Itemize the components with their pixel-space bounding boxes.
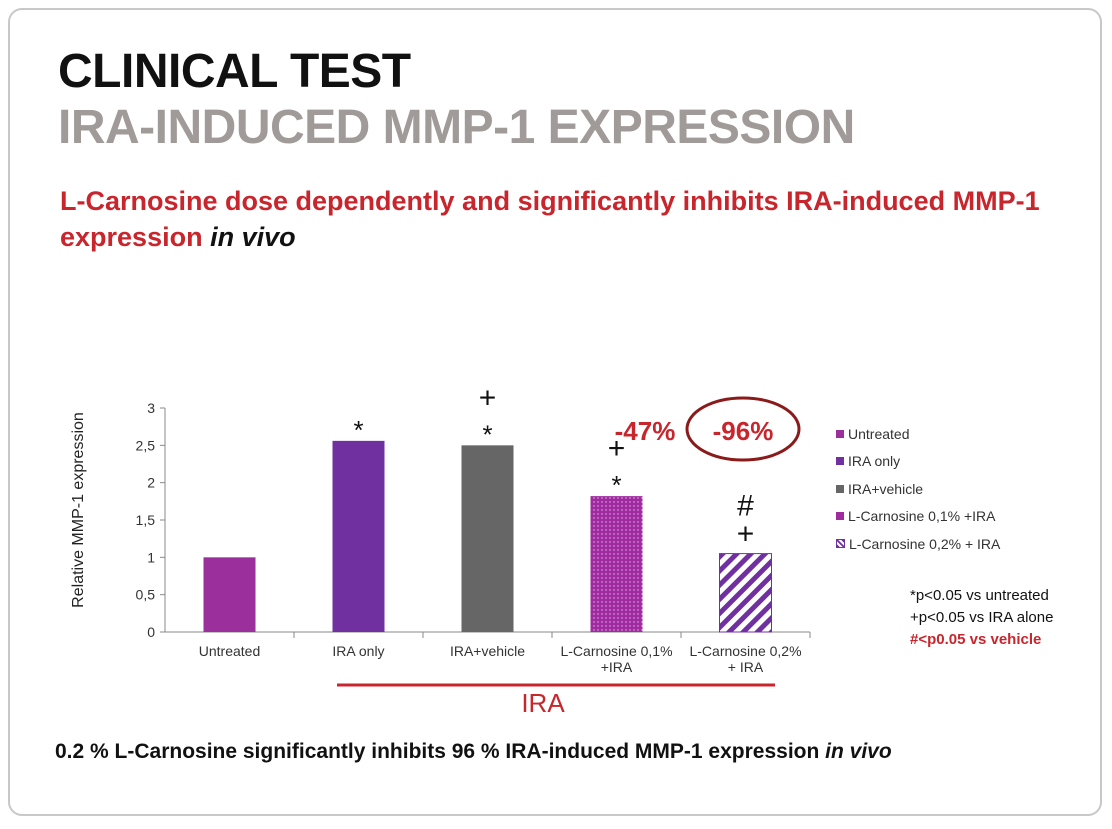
highlight-ellipse: [685, 396, 801, 462]
significance-marker: *: [353, 415, 363, 445]
conclusion-italic: in vivo: [825, 740, 892, 763]
legend-swatch: [836, 457, 844, 466]
x-tick-label: Untreated: [199, 643, 260, 659]
y-tick-label: 2,5: [136, 437, 156, 453]
x-tick-label: L-Carnosine 0,2%: [689, 643, 801, 659]
x-tick-label: +IRA: [601, 659, 633, 675]
bar-5: [719, 553, 772, 633]
slide-title: CLINICAL TEST: [58, 45, 411, 98]
y-tick-label: 1,5: [136, 512, 156, 528]
bar-4: [590, 496, 643, 632]
significance-marker: *: [482, 419, 492, 449]
significance-marker: #: [737, 490, 754, 523]
legend-swatch: [836, 429, 844, 438]
legend-label: L-Carnosine 0,1% +IRA: [848, 508, 996, 525]
significance-marker: +: [737, 518, 755, 551]
legend-item: IRA only: [836, 448, 1000, 476]
y-tick-label: 0,5: [136, 587, 156, 603]
slide-frame: [8, 8, 1102, 816]
legend-swatch: [836, 539, 845, 549]
note-vehicle: #<p0.05 vs vehicle: [910, 631, 1042, 648]
legend-label: IRA+vehicle: [848, 480, 924, 497]
slide-subtitle-gray: IRA-INDUCED MMP-1 EXPRESSION: [58, 101, 855, 154]
x-tick-label: + IRA: [728, 659, 764, 675]
legend-item: IRA+vehicle: [836, 475, 1000, 503]
note-untreated: *p<0.05 vs untreated: [910, 587, 1049, 604]
ira-group-label: IRA: [521, 688, 565, 718]
x-tick-label: IRA only: [332, 643, 384, 659]
legend-label: L-Carnosine 0,2% + IRA: [849, 535, 1001, 552]
slide-claim: L-Carnosine dose dependently and signifi…: [60, 183, 1060, 255]
y-tick-label: 0: [147, 624, 155, 640]
note-ira-alone: +p<0.05 vs IRA alone: [910, 609, 1054, 626]
legend-item: L-Carnosine 0,2% + IRA: [836, 530, 1000, 558]
x-tick-label: IRA+vehicle: [450, 643, 525, 659]
bar-3: [461, 445, 514, 632]
x-tick-label: L-Carnosine 0,1%: [560, 643, 672, 659]
significance-marker: +: [608, 432, 626, 465]
legend-swatch: [836, 484, 844, 493]
legend-swatch: [836, 512, 844, 521]
y-tick-label: 3: [147, 400, 155, 416]
y-tick-label: 2: [147, 475, 155, 491]
bar-2: [332, 440, 385, 632]
conclusion-text: 0.2 % L-Carnosine significantly inhibits…: [55, 740, 826, 763]
legend-item: Untreated: [836, 420, 1000, 448]
slide-conclusion: 0.2 % L-Carnosine significantly inhibits…: [55, 740, 892, 764]
claim-text: L-Carnosine dose dependently and signifi…: [60, 186, 1040, 252]
significance-notes: *p<0.05 vs untreated +p<0.05 vs IRA alon…: [910, 585, 1053, 651]
y-axis-title: Relative MMP-1 expression: [70, 412, 87, 608]
y-tick-label: 1: [147, 549, 155, 565]
bar-1: [203, 557, 256, 632]
legend-item: L-Carnosine 0,1% +IRA: [836, 503, 1000, 531]
claim-italic: in vivo: [210, 222, 296, 252]
legend-label: Untreated: [848, 425, 910, 442]
legend-label: IRA only: [848, 453, 901, 470]
reduction-47-label: -47%: [615, 416, 676, 446]
significance-marker: *: [611, 470, 621, 500]
chart-legend: Untreated IRA only IRA+vehicle L-Carnosine …: [836, 420, 1000, 558]
reduction-96-label: -96%: [713, 416, 774, 446]
significance-marker: +: [479, 381, 497, 414]
